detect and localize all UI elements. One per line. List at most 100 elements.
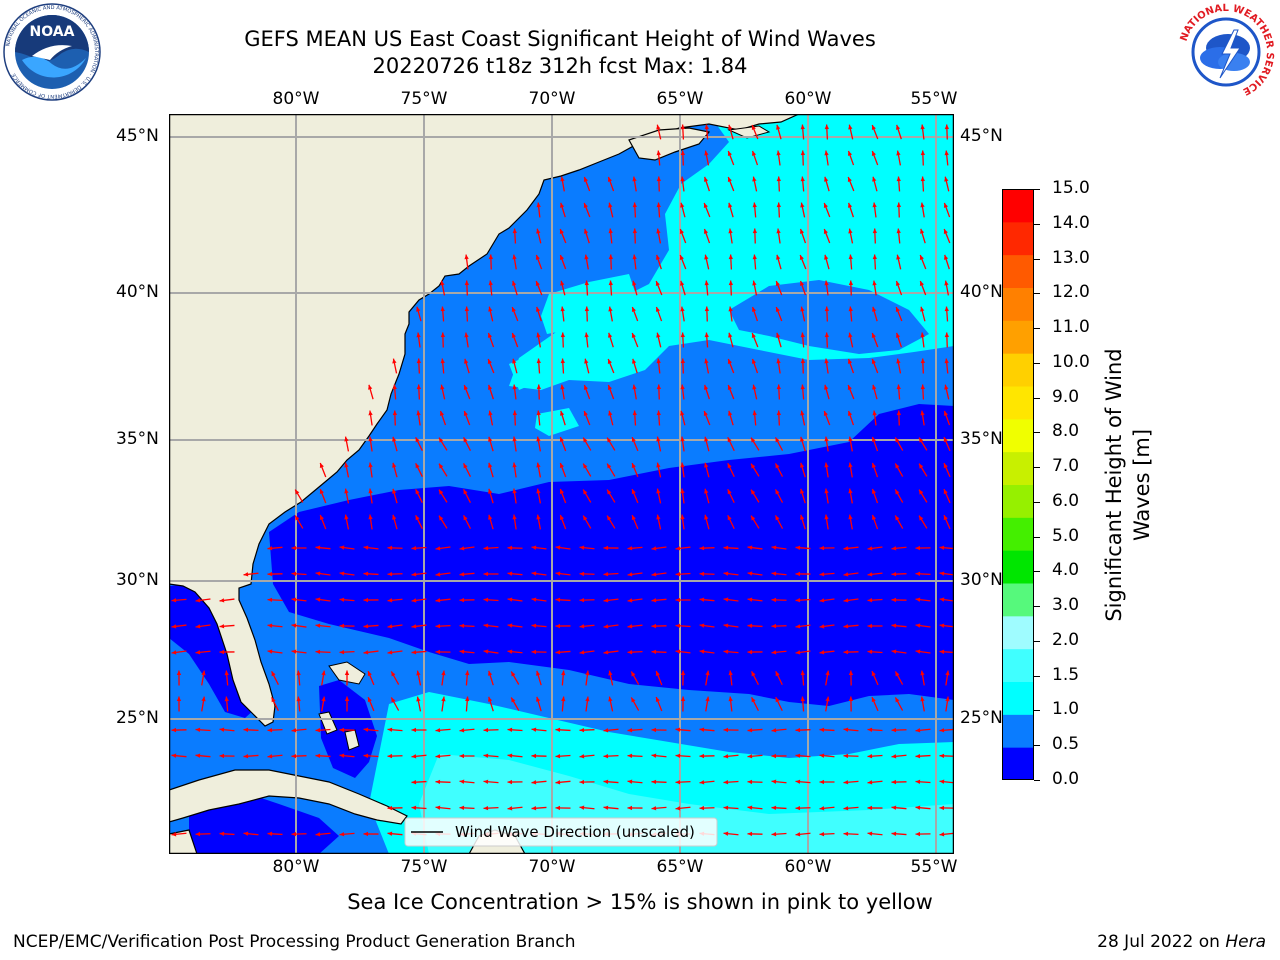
wave-arrow-head (675, 806, 681, 811)
wave-arrow-head (579, 571, 585, 577)
wave-arrow-head (219, 598, 225, 603)
wave-arrow-head (603, 728, 609, 733)
wave-arrow-head (291, 831, 297, 837)
wave-arrow-head (555, 571, 561, 576)
wave-arrow-head (848, 332, 853, 338)
wave-arrow-head (416, 410, 421, 416)
wave-arrow-head (651, 753, 657, 758)
wave-arrow-head (627, 649, 633, 655)
colorbar-swatch (1002, 517, 1034, 551)
wave-height-map: Wind Wave Direction (unscaled) (168, 113, 955, 855)
wave-arrow-head (344, 462, 349, 468)
wave-arrow-head (435, 779, 441, 785)
wave-arrow-head (680, 202, 685, 208)
wave-arrow-head (441, 696, 446, 702)
wave-arrow-head (555, 545, 561, 550)
wave-arrow-head (171, 753, 177, 758)
wave-arrow-head (867, 546, 873, 551)
wave-arrow-head (824, 176, 829, 182)
wave-arrow-head (416, 670, 421, 676)
wave-arrow-head (656, 488, 661, 494)
wave-arrow-head (723, 597, 729, 602)
wave-arrow-head (891, 805, 897, 810)
wave-arrow-head (463, 437, 468, 443)
wave-arrow-head (920, 670, 925, 676)
wave-arrow-head (939, 649, 945, 654)
wave-arrow-head (896, 176, 901, 182)
wave-arrow-head (920, 124, 925, 130)
wave-arrow-head (915, 623, 921, 628)
land-pei (727, 125, 771, 139)
colorbar-tick-label: 5.0 (1052, 525, 1080, 546)
wave-arrow-head (752, 280, 757, 286)
colorbar-tick (1034, 328, 1040, 330)
wave-arrow-head (608, 306, 613, 312)
wave-arrow-head (944, 280, 949, 286)
wave-arrow-head (536, 670, 541, 676)
wave-arrow-head (339, 832, 345, 837)
wave-arrow-head (920, 332, 925, 338)
wave-arrow-head (919, 463, 924, 469)
wave-arrow-head (487, 384, 493, 390)
wave-arrow-head (651, 546, 657, 551)
wave-arrow-head (939, 545, 945, 550)
wave-arrow-head (344, 514, 349, 520)
wave-arrow-head (915, 779, 921, 784)
wave-arrow-head (488, 670, 493, 676)
credit-branch: NCEP/EMC/Verification Post Processing Pr… (13, 932, 576, 952)
wave-arrow-head (824, 332, 830, 338)
wave-arrow-head (896, 410, 902, 416)
colorbar-title-line2: Waves [m] (1130, 428, 1154, 542)
wave-arrow-head (435, 805, 441, 810)
colorbar-swatch (1002, 550, 1034, 584)
wave-arrow-head (943, 229, 948, 235)
wave-arrow-head (631, 515, 636, 521)
wave-arrow-head (584, 228, 589, 234)
wave-arrow-head (392, 436, 397, 442)
wave-arrow-head (535, 281, 540, 287)
wave-arrow-head (363, 753, 369, 758)
wave-arrow-head (607, 359, 612, 365)
wave-arrow-head (607, 463, 612, 469)
wave-arrow-head (464, 306, 470, 312)
wave-arrow-head (728, 280, 734, 286)
wave-arrow-head (771, 545, 777, 550)
wave-arrow-head (387, 805, 393, 811)
wave-arrow-head (536, 462, 541, 468)
wave-arrow-head (848, 280, 854, 286)
wave-arrow-head (751, 125, 756, 131)
wave-arrow-head (440, 332, 446, 338)
wave-arrow-head (483, 753, 489, 758)
lon-label-bottom: 70°W (528, 857, 576, 877)
wave-arrow-head (483, 571, 489, 577)
wave-arrow-head (843, 572, 849, 577)
wave-arrow-head (843, 624, 849, 629)
colorbar-title-line1: Significant Height of Wind (1102, 348, 1126, 622)
wave-arrow-head (512, 384, 517, 390)
wave-arrow-head (339, 753, 345, 758)
wave-arrow-head (771, 753, 777, 759)
wave-arrow-head (631, 697, 636, 703)
wave-arrow-head (339, 727, 345, 733)
wave-arrow-head (579, 624, 585, 629)
wave-arrow-head (824, 358, 829, 364)
wave-arrow-head (531, 780, 537, 785)
wave-arrow-head (583, 176, 588, 182)
wave-arrow-head (751, 515, 756, 521)
wave-arrow-head (387, 727, 393, 732)
wave-arrow-head (915, 753, 921, 759)
wave-arrow-head (291, 545, 297, 551)
wave-arrow-head (296, 670, 301, 676)
wave-arrow-head (411, 598, 417, 603)
wave-arrow-head (675, 779, 681, 785)
wave-arrow-head (728, 410, 733, 416)
wave-arrow-head (915, 545, 921, 551)
wave-arrow-head (705, 696, 710, 702)
wave-arrow-head (944, 254, 949, 260)
wave-arrow-head (560, 384, 565, 390)
wave-arrow-head (704, 306, 710, 312)
wave-arrow-head (819, 598, 825, 603)
wave-arrow-head (891, 831, 897, 836)
wave-arrow-head (939, 753, 945, 759)
wave-arrow-head (819, 753, 825, 758)
